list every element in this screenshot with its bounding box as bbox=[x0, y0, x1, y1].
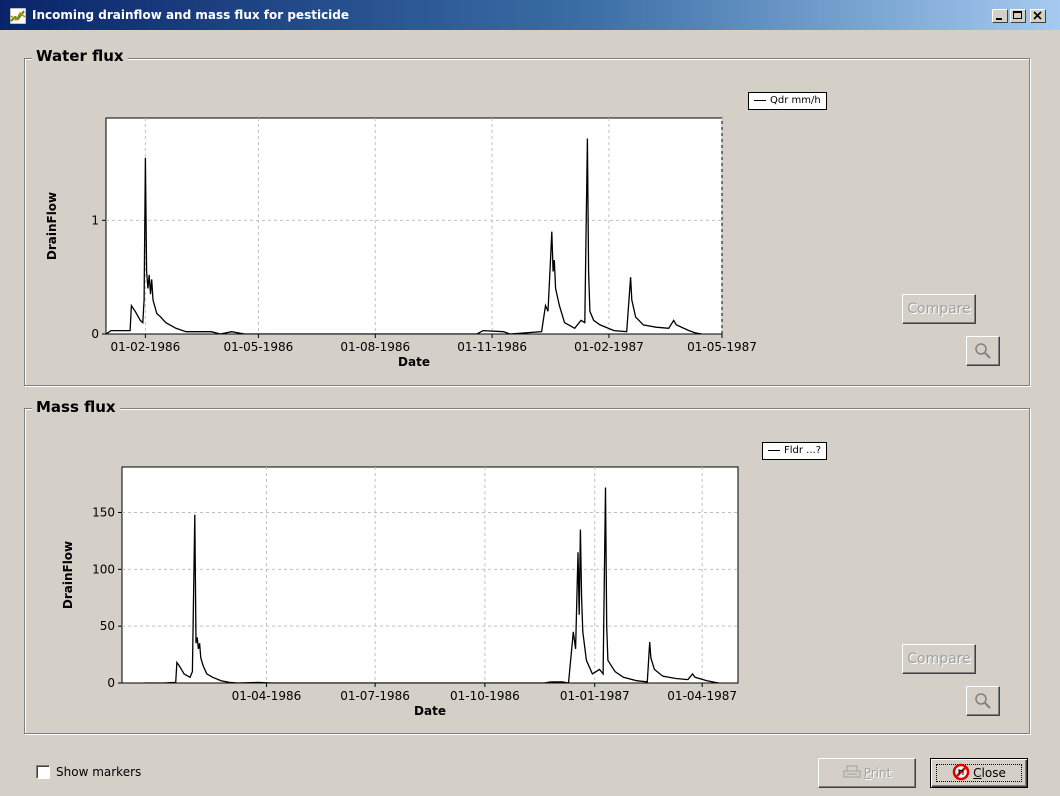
y-tick-label: 50 bbox=[100, 619, 115, 633]
x-axis-label: Date bbox=[398, 355, 430, 369]
mass-flux-group bbox=[24, 408, 1030, 734]
mass-compare-label: Compare bbox=[907, 651, 971, 667]
window-title: Incoming drainflow and mass flux for pes… bbox=[32, 8, 350, 22]
x-axis-label: Date bbox=[414, 704, 446, 718]
mass-flux-title: Mass flux bbox=[32, 398, 120, 416]
x-tick-label: 01-11-1986 bbox=[457, 340, 527, 354]
series-line bbox=[144, 487, 720, 683]
show-markers-checkbox[interactable] bbox=[36, 765, 50, 779]
app-chart-icon bbox=[10, 8, 26, 24]
stop-icon bbox=[952, 763, 970, 781]
minimize-button[interactable] bbox=[992, 9, 1008, 23]
plot-area bbox=[121, 466, 739, 684]
water-flux-title: Water flux bbox=[32, 47, 128, 65]
water-compare-label: Compare bbox=[907, 301, 971, 317]
mass-zoom-button[interactable] bbox=[966, 686, 1000, 716]
plot-area bbox=[105, 117, 723, 335]
print-button[interactable]: Print bbox=[818, 758, 916, 788]
x-tick-label: 01-04-1986 bbox=[232, 689, 302, 703]
y-tick-label: 0 bbox=[91, 327, 99, 341]
y-tick-label: 0 bbox=[107, 676, 115, 690]
printer-icon bbox=[843, 765, 861, 778]
x-tick-label: 01-02-1987 bbox=[574, 340, 644, 354]
water-flux-legend: Qdr mm/h bbox=[748, 92, 827, 110]
water-zoom-button[interactable] bbox=[966, 336, 1000, 366]
mass-flux-legend-label: Fldr ...? bbox=[784, 445, 822, 456]
mass-compare-button[interactable]: Compare bbox=[902, 644, 976, 674]
y-tick-label: 150 bbox=[92, 505, 115, 519]
maximize-icon bbox=[1013, 11, 1022, 19]
y-tick-label: 1 bbox=[91, 213, 99, 227]
x-tick-label: 01-05-1986 bbox=[224, 340, 294, 354]
title-bar: Incoming drainflow and mass flux for pes… bbox=[0, 0, 1060, 30]
close-window-button[interactable] bbox=[1030, 9, 1046, 23]
y-axis-label: DrainFlow bbox=[45, 192, 59, 260]
focus-rectangle bbox=[936, 764, 1022, 782]
water-flux-legend-label: Qdr mm/h bbox=[770, 95, 821, 106]
close-label: Close bbox=[973, 766, 1006, 780]
water-flux-group bbox=[24, 58, 1030, 386]
maximize-button[interactable] bbox=[1010, 9, 1026, 23]
x-tick-label: 01-08-1986 bbox=[340, 340, 410, 354]
x-tick-label: 01-05-1987 bbox=[687, 340, 757, 354]
close-icon bbox=[1033, 11, 1042, 20]
magnifier-icon bbox=[975, 343, 991, 359]
x-tick-label: 01-10-1986 bbox=[450, 689, 520, 703]
x-tick-label: 01-01-1987 bbox=[560, 689, 630, 703]
legend-line-swatch bbox=[754, 99, 766, 101]
print-label: Print bbox=[863, 766, 892, 780]
legend-line-swatch bbox=[768, 449, 780, 451]
show-markers-label[interactable]: Show markers bbox=[56, 765, 142, 779]
y-tick-label: 100 bbox=[92, 562, 115, 576]
y-axis-label: DrainFlow bbox=[61, 541, 75, 609]
x-tick-label: 01-04-1987 bbox=[667, 689, 737, 703]
series-line bbox=[106, 138, 702, 334]
magnifier-icon bbox=[975, 693, 991, 709]
water-compare-button[interactable]: Compare bbox=[902, 294, 976, 324]
minimize-icon bbox=[996, 18, 1002, 20]
close-button[interactable]: Close bbox=[930, 758, 1028, 788]
x-tick-label: 01-02-1986 bbox=[110, 340, 180, 354]
mass-flux-legend: Fldr ...? bbox=[762, 442, 828, 460]
x-tick-label: 01-07-1986 bbox=[340, 689, 410, 703]
